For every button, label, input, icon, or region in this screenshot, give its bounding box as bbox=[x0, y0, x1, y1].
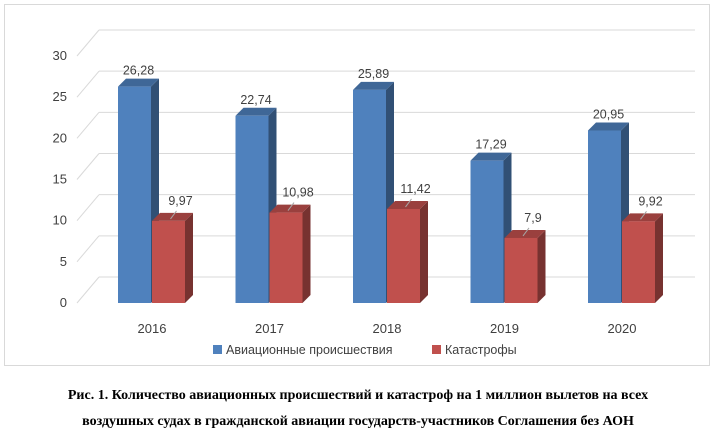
y-tick-label: 10 bbox=[53, 213, 67, 228]
gridline-depth bbox=[76, 194, 100, 221]
bar-crashes-2020 bbox=[622, 213, 663, 303]
data-label-leader bbox=[640, 211, 647, 220]
bar-front bbox=[235, 115, 269, 303]
bar-side bbox=[185, 212, 193, 303]
data-label-leader bbox=[522, 227, 530, 237]
caption-line-2: воздушных судах в гражданской авиации го… bbox=[82, 414, 634, 429]
data-label: 11,42 bbox=[400, 182, 430, 196]
bar-crashes-2016 bbox=[152, 212, 193, 303]
data-labels: 26,28 9,97 22,74 10,98 25,89 11,42 17,29 7,9 20,… bbox=[123, 64, 663, 237]
data-label: 26,28 bbox=[123, 64, 154, 78]
data-label: 9,92 bbox=[638, 194, 662, 208]
y-axis-ticks: 0 5 10 15 20 25 30 2016 2017 2018 2019 2020 bbox=[53, 48, 637, 336]
bar-front bbox=[588, 130, 621, 303]
bar-front bbox=[622, 221, 655, 303]
data-label: 17,29 bbox=[475, 138, 506, 152]
bar-side bbox=[537, 229, 546, 303]
legend: Авиационные происшествия Катастрофы bbox=[213, 343, 517, 357]
figure-caption: Рис. 1. Количество авиационных происшест… bbox=[0, 383, 716, 435]
gridline-depth bbox=[76, 235, 100, 263]
bar-front bbox=[353, 89, 386, 304]
data-label: 10,98 bbox=[282, 186, 313, 200]
data-label: 9,97 bbox=[168, 194, 192, 208]
gridline-depth bbox=[76, 29, 100, 57]
bar-top bbox=[588, 122, 629, 131]
legend-label: Катастрофы bbox=[445, 343, 517, 357]
bar-side bbox=[655, 213, 663, 303]
y-tick-label: 15 bbox=[53, 172, 67, 187]
data-label: 20,95 bbox=[593, 108, 624, 122]
bar-crashes-2018 bbox=[387, 200, 428, 303]
bar-front bbox=[269, 212, 303, 303]
chart-frame: 0 5 10 15 20 25 30 2016 2017 2018 2019 2020 26,28 9,9… bbox=[4, 4, 710, 366]
gridline-depth bbox=[76, 153, 100, 180]
data-label-leader bbox=[170, 210, 177, 220]
bar-front bbox=[504, 237, 538, 303]
y-tick-label: 20 bbox=[53, 130, 67, 145]
legend-label: Авиационные происшествия bbox=[226, 343, 392, 357]
data-label-leader bbox=[405, 198, 412, 208]
bar-crashes-2019 bbox=[504, 229, 546, 303]
bar-top bbox=[118, 78, 159, 87]
bar-top bbox=[235, 107, 277, 116]
bar-front bbox=[470, 160, 504, 303]
x-tick-label: 2020 bbox=[608, 321, 637, 336]
x-tick-label: 2019 bbox=[490, 321, 519, 336]
bar-crashes-2017 bbox=[269, 204, 311, 303]
bar-front bbox=[118, 86, 151, 304]
x-tick-label: 2016 bbox=[138, 321, 167, 336]
data-label: 25,89 bbox=[358, 67, 389, 81]
gridline-depth bbox=[76, 112, 100, 139]
x-tick-label: 2017 bbox=[255, 321, 284, 336]
bar-front bbox=[387, 208, 420, 303]
gridline-depth bbox=[76, 70, 100, 98]
data-label: 22,74 bbox=[240, 93, 271, 107]
caption-line-1: Рис. 1. Количество авиационных происшест… bbox=[67, 388, 649, 403]
y-tick-label: 0 bbox=[60, 295, 67, 310]
y-tick-label: 30 bbox=[53, 48, 67, 63]
legend-swatch bbox=[213, 345, 222, 354]
bars bbox=[118, 78, 663, 304]
bar-side bbox=[420, 200, 428, 303]
data-label: 7,9 bbox=[524, 211, 541, 225]
data-label-leader bbox=[287, 202, 295, 211]
bar-chart: 0 5 10 15 20 25 30 2016 2017 2018 2019 2020 26,28 9,9… bbox=[53, 29, 695, 357]
bar-front bbox=[152, 220, 185, 303]
bar-top bbox=[470, 152, 512, 161]
y-tick-label: 25 bbox=[53, 89, 67, 104]
gridlines bbox=[76, 29, 695, 304]
legend-swatch bbox=[432, 345, 441, 354]
x-tick-label: 2018 bbox=[373, 321, 402, 336]
bar-top bbox=[353, 81, 394, 90]
bar-incidents-2019 bbox=[470, 152, 512, 303]
bar-side bbox=[302, 204, 311, 303]
gridline-depth bbox=[76, 276, 100, 304]
y-tick-label: 5 bbox=[60, 254, 67, 269]
